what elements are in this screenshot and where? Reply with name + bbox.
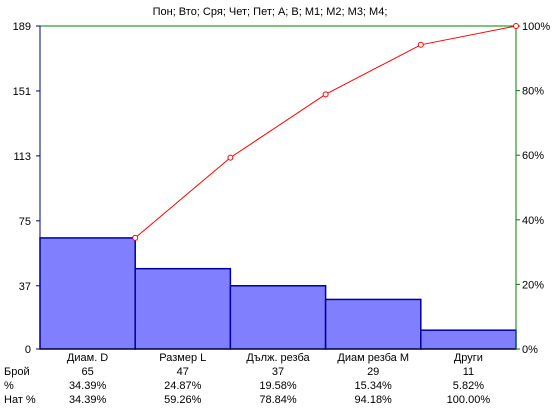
cumulative-point-4 [513,23,519,29]
table-cell-1-1: 24.87% [164,380,202,392]
cumulative-line-group [132,23,519,241]
chart-title: Пон; Вто; Сря; Чет; Пет; A; B; M1; M2; M… [153,6,388,18]
bar-4 [420,329,517,350]
category-label-0: Диам. D [67,352,108,364]
table-cell-0-4: 11 [463,366,474,378]
bar-0 [39,237,136,350]
right-tick-label-1: 20% [522,279,544,291]
bar-1 [134,267,232,350]
cumulative-point-0 [132,234,139,241]
left-tick-label-5: 189 [13,21,31,33]
table-cell-0-3: 29 [367,366,379,378]
left-tick-label-1: 37 [19,281,31,293]
cumulative-line [134,25,517,239]
cumulative-point-2 [322,91,329,98]
table-row-label-0: Брой [4,366,30,378]
table-cell-2-0: 34.39% [69,394,107,406]
right-tick-label-4: 80% [522,86,544,98]
table-cell-0-2: 37 [272,366,284,378]
table-cell-1-4: 5.82% [453,380,484,392]
table-row-label-1: % [4,380,14,392]
table-cell-1-0: 34.39% [69,380,107,392]
table-cell-2-4: 100.00% [447,394,491,406]
table-cell-2-2: 78.84% [259,394,297,406]
bar-3 [324,298,422,350]
category-label-4: Други [454,352,483,364]
table-row-label-2: Нат % [4,394,36,406]
category-label-2: Дълж. резба [246,352,310,364]
table-cell-2-3: 94.18% [355,394,393,406]
table-cell-0-0: 65 [81,366,93,378]
right-tick-label-0: 0% [522,344,538,356]
table-cell-1-2: 19.58% [259,380,297,392]
labels-group: Диам. D Размер L Дълж. резба Диам резба M Др… [4,352,490,406]
left-tick-label-0: 0 [25,344,31,356]
right-tick-label-2: 40% [522,215,544,227]
table-cell-1-3: 15.34% [355,380,393,392]
right-tick-label-5: 100% [522,21,550,33]
category-label-1: Размер L [159,352,206,364]
bar-2 [229,285,327,350]
bars-group [39,237,517,350]
cumulative-point-1 [227,154,234,161]
table-cell-0-1: 47 [177,366,189,378]
table-cell-2-1: 59.26% [164,394,202,406]
cumulative-point-3 [417,41,424,48]
axes-group: 0 37 75 113 151 189 0% 20% 40% 60% 80% 100% [13,21,551,356]
category-label-3: Диам резба M [337,352,409,364]
left-tick-label-2: 75 [19,216,31,228]
right-tick-label-3: 60% [522,150,544,162]
left-tick-label-3: 113 [13,151,31,163]
left-tick-label-4: 151 [13,86,31,98]
